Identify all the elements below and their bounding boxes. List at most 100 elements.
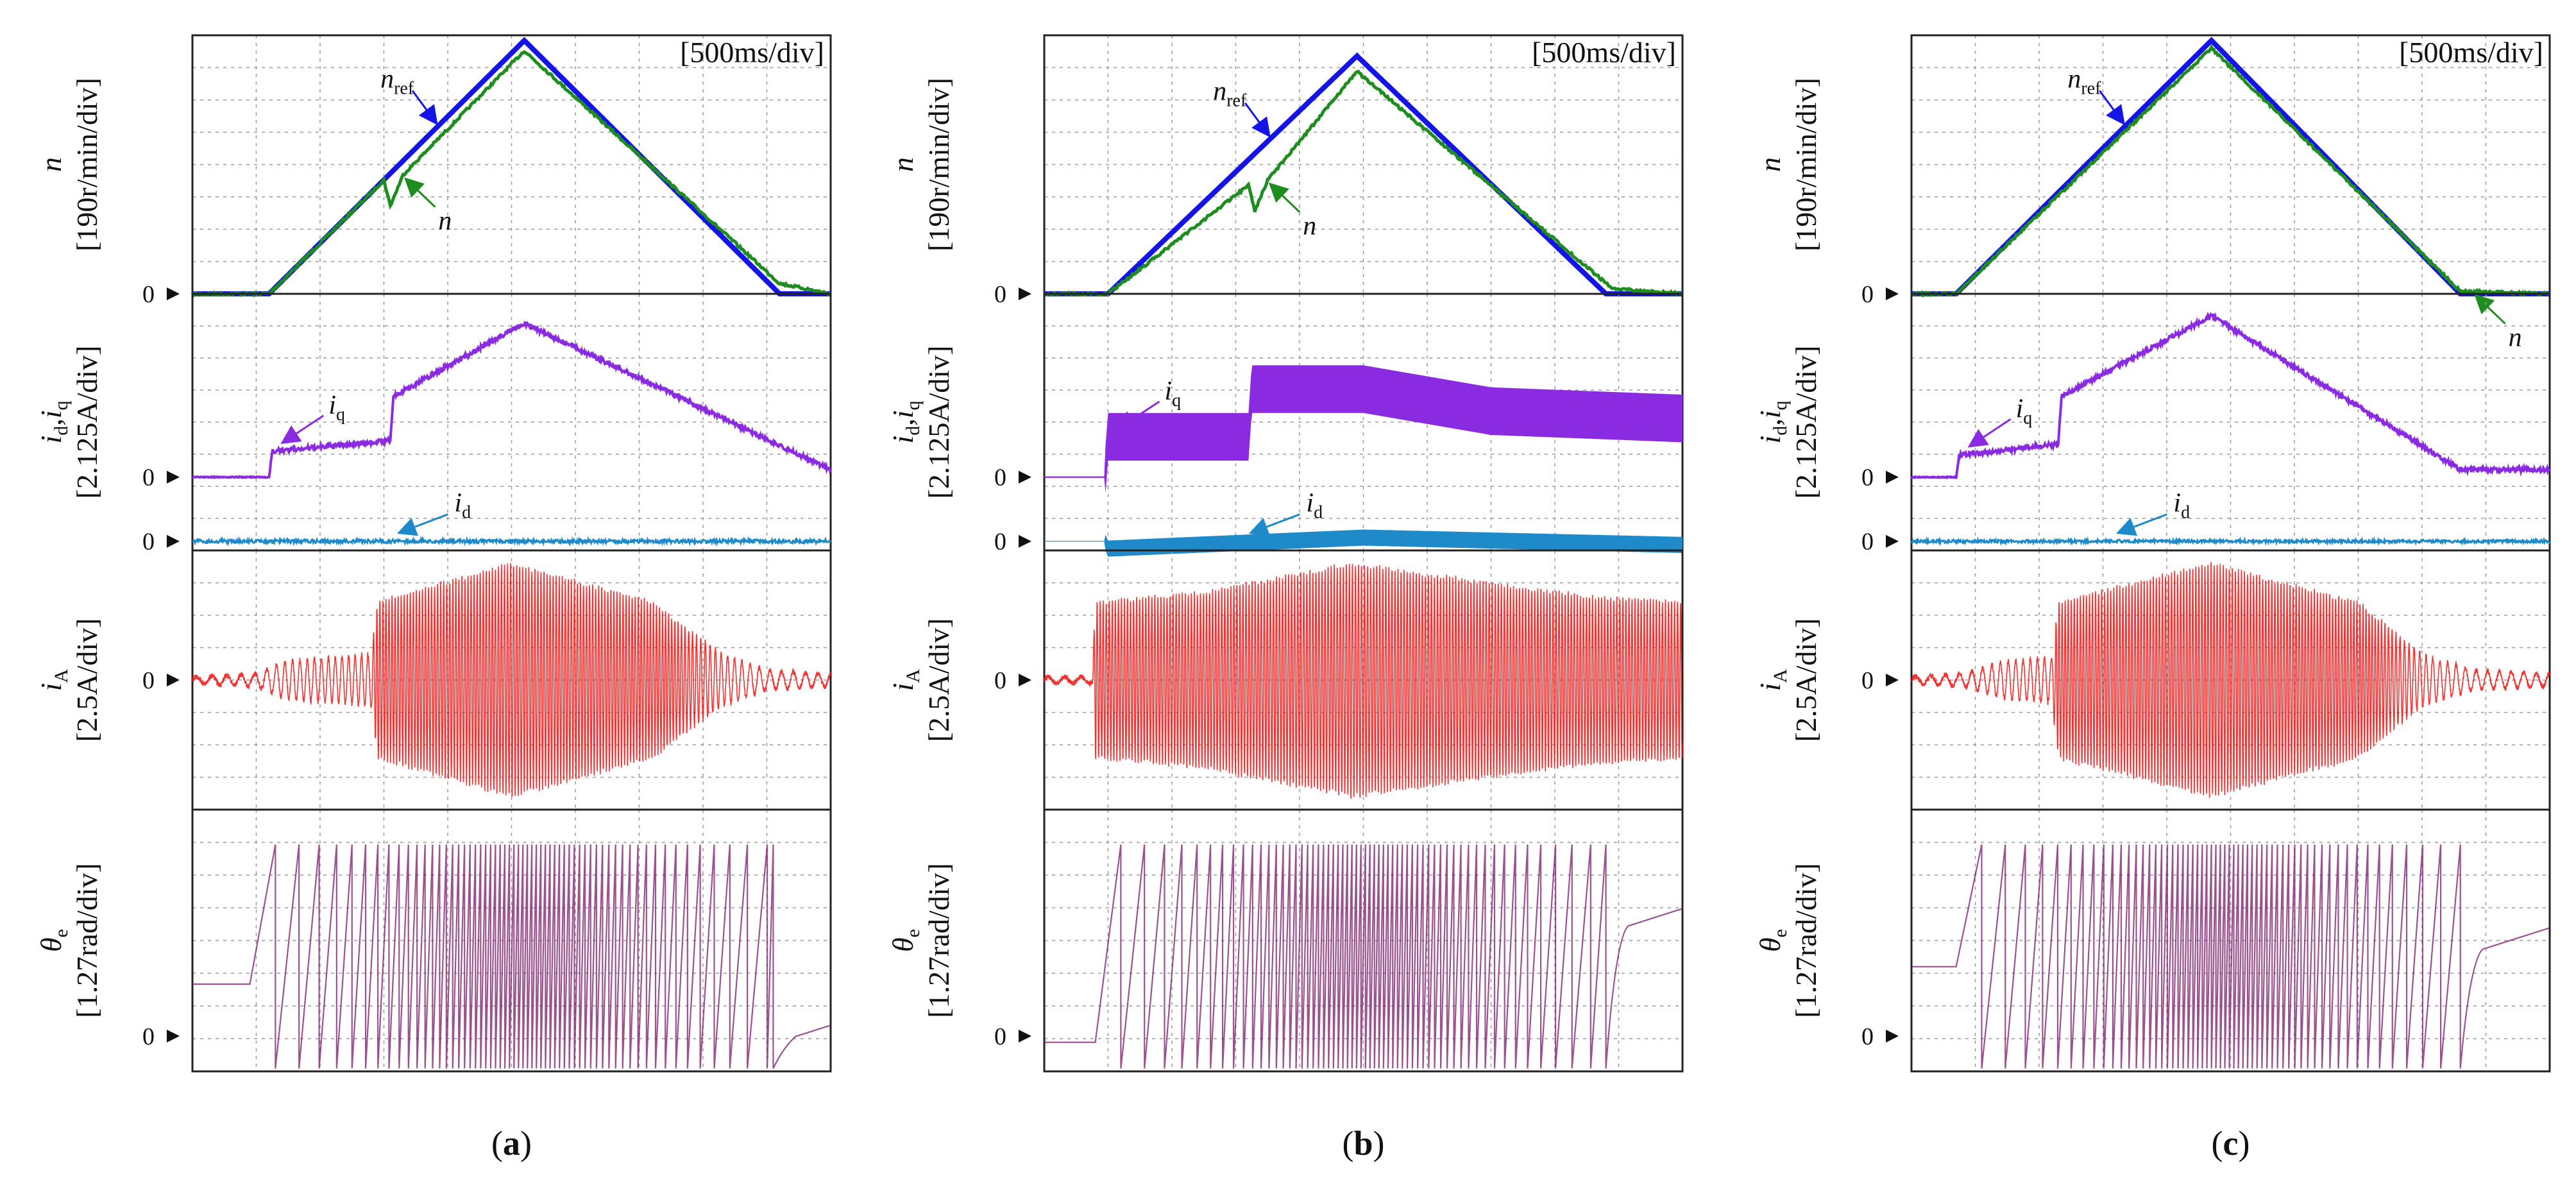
nref-arrow (411, 90, 438, 126)
row-var-sub: d (902, 426, 924, 436)
tag-n: n (1303, 212, 1316, 241)
traces (1911, 844, 2550, 1069)
row-var2-base: i (35, 410, 67, 418)
tag-id-sub: d (2181, 503, 2190, 523)
grid (192, 294, 831, 550)
zero-marker-n (1886, 287, 1899, 300)
panel-iA: 0 iA[2.5A/div] (35, 549, 832, 811)
n-arrow (404, 177, 436, 208)
row-variable: iA (886, 668, 924, 691)
tag-iq: iq (328, 391, 345, 425)
id-arrow (1248, 513, 1300, 536)
row-scale: [1.27rad/div] (71, 863, 103, 1017)
series-iA (192, 563, 831, 797)
row-var-sub: d (51, 426, 72, 436)
series-id (192, 536, 832, 547)
caption: (a) (491, 1124, 532, 1162)
row-scale: [2.5A/div] (71, 618, 103, 742)
row-scale: [1.27rad/div] (1790, 863, 1822, 1017)
row-var-comma: , (35, 418, 67, 426)
row-variable: n (886, 157, 919, 172)
tag-n: n (438, 207, 452, 236)
row-var2-base: i (886, 410, 919, 418)
tag-nref-sub: ref (394, 78, 414, 98)
row-label-theta: θe[1.27rad/div] (886, 863, 955, 1017)
row-scale: [2.125A/div] (1790, 346, 1822, 499)
row-var-sub: e (902, 929, 924, 937)
row-var-sub: e (51, 929, 72, 937)
nref-arrow (2099, 90, 2125, 126)
zero-marker-n (1019, 287, 1031, 300)
tag-id-base: i (2173, 489, 2181, 518)
row-var-sub: A (51, 668, 72, 683)
zero-label-n: 0 (142, 281, 155, 308)
zero-marker-iA (1886, 674, 1899, 686)
caption-close: ) (2238, 1124, 2250, 1162)
zero-marker-id (167, 534, 180, 548)
series-n-ref (1044, 52, 1682, 296)
row-variable: θe (35, 929, 72, 952)
iq-arrow (1116, 400, 1160, 430)
zero-label-iA: 0 (142, 667, 155, 694)
series-n (1910, 44, 2550, 298)
traces (1911, 562, 2550, 798)
series-iq (1910, 311, 2551, 480)
row-label-id_iq: id,iq[2.125A/div] (35, 346, 103, 499)
tag-nref-sub: ref (2081, 78, 2101, 98)
row-scale: [190r/min/div] (922, 78, 955, 251)
panel-theta: 0 θe[1.27rad/div] (1754, 808, 2551, 1073)
n-arrow (2474, 294, 2506, 325)
row-scale: [2.125A/div] (922, 346, 955, 499)
zero-marker-id (1019, 534, 1031, 548)
row-scale: [1.27rad/div] (922, 863, 955, 1017)
row-var-base: n (35, 157, 67, 172)
tag-id-base: i (1306, 489, 1314, 518)
tag-nref-base: n (2067, 64, 2081, 94)
caption-close: ) (1373, 1124, 1385, 1162)
row-var-base: θ (1754, 937, 1786, 952)
time-scale-label: [500ms/div] (2399, 36, 2543, 69)
panel-iA: 0 iA[2.5A/div] (886, 549, 1684, 811)
caption-open: ( (2212, 1124, 2223, 1162)
tag-iq-sub: q (336, 405, 345, 425)
row-var-base: i (35, 436, 67, 444)
iq-arrow (1967, 418, 2012, 448)
row-var-base: i (35, 683, 67, 691)
panel-frame (191, 808, 832, 1073)
row-scale: [2.125A/div] (71, 346, 103, 499)
zero-label-theta: 0 (1861, 1023, 1874, 1050)
traces (192, 844, 831, 1069)
row-label-id_iq: id,iq[2.125A/div] (1754, 346, 1822, 499)
row-label-theta: θe[1.27rad/div] (1754, 863, 1822, 1017)
row-label-n: n [190r/min/div] (886, 78, 955, 251)
tag-id-sub: d (1314, 503, 1323, 523)
panel-theta: 0 θe[1.27rad/div] (886, 808, 1684, 1073)
zero-label-id: 0 (142, 529, 155, 556)
tag-id: id (454, 489, 471, 523)
zero-marker-n (167, 287, 180, 300)
id-arrow (2115, 513, 2167, 536)
row-var2-sub: q (902, 400, 924, 410)
row-var2-sub: q (51, 400, 72, 410)
row-var-base: n (1754, 157, 1786, 172)
row-var2-sub: q (1770, 400, 1791, 410)
row-var2-base: i (1754, 410, 1786, 418)
tag-iq: iq (2016, 394, 2033, 428)
traces (192, 321, 832, 547)
row-variable: θe (1754, 929, 1791, 952)
row-var-base: n (886, 157, 919, 172)
panel-frame (1043, 808, 1684, 1073)
column-c: 0n [190r/min/div][500ms/div]nrefn00id,iq[… (1754, 34, 2551, 1162)
time-scale-label: [500ms/div] (680, 36, 824, 69)
column-a: 0n [190r/min/div][500ms/div]nrefn00id,iq[… (35, 34, 832, 1162)
row-var-sub: d (1770, 426, 1791, 436)
row-var-sub: e (1770, 929, 1791, 937)
zero-marker-theta (1019, 1030, 1031, 1043)
caption-letter: b (1353, 1124, 1373, 1162)
tag-iq-base: i (328, 391, 336, 420)
n-arrow (1268, 182, 1301, 213)
zero-marker-iq (1886, 470, 1899, 484)
